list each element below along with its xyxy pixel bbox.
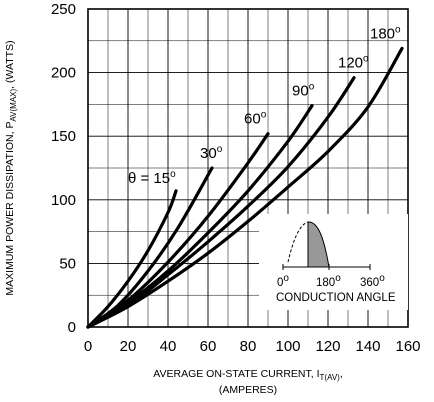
y-tick-label: 200 (51, 65, 76, 82)
x-tick-label: 40 (160, 338, 177, 355)
x-tick-label: 140 (355, 338, 380, 355)
x-tick-label: 60 (200, 338, 217, 355)
x-tick-label: 80 (240, 338, 257, 355)
conduction-angle-inset: 0o 180o 360o CONDUCTION ANGLE (259, 214, 408, 310)
inset-shaded-area (307, 221, 330, 268)
x-tick-label: 20 (120, 338, 137, 355)
x-tick-label: 0 (84, 338, 92, 355)
series-label-90-deg: 90o (292, 82, 315, 100)
curve-15-deg (86, 189, 178, 329)
inset-label-360: 360o (360, 273, 385, 289)
y-axis-label: MAXIMUM POWER DISSIPATION, PAV(MAX), (WA… (4, 40, 18, 295)
inset-label-0: 0o (277, 273, 289, 289)
x-axis-label: AVERAGE ON-STATE CURRENT, IT(AV), (153, 368, 343, 382)
y-tick-label: 100 (51, 192, 76, 209)
y-tick-label: 50 (59, 255, 76, 272)
y-tick-label: 150 (51, 128, 76, 145)
x-tick-labels: 0 20 40 60 80 100 120 140 160 (84, 338, 421, 355)
y-tick-labels: 0 50 100 150 200 250 (51, 1, 76, 336)
series-label-60-deg: 60o (244, 110, 267, 128)
y-tick-label: 250 (51, 1, 76, 18)
inset-dashed-wave (287, 221, 309, 263)
x-tick-label: 100 (275, 338, 300, 355)
y-tick-label: 0 (68, 319, 76, 336)
series-label-120-deg: 120o (338, 54, 369, 72)
x-axis-label-units: (AMPERES) (219, 384, 277, 396)
inset-caption: CONDUCTION ANGLE (276, 292, 396, 304)
curves (86, 46, 404, 329)
x-tick-label: 120 (315, 338, 340, 355)
curve-90-deg (86, 104, 314, 329)
inset-label-180: 180o (316, 273, 341, 289)
series-label-180-deg: 180o (370, 24, 401, 42)
x-tick-label: 160 (395, 338, 420, 355)
series-label-30-deg: 30o (200, 144, 223, 162)
inset-box (259, 214, 408, 310)
series-label-15-deg: θ = 15o (128, 169, 176, 187)
curve-180-deg (86, 46, 404, 329)
curve-60-deg (86, 132, 270, 329)
plot-frame (87, 8, 409, 328)
